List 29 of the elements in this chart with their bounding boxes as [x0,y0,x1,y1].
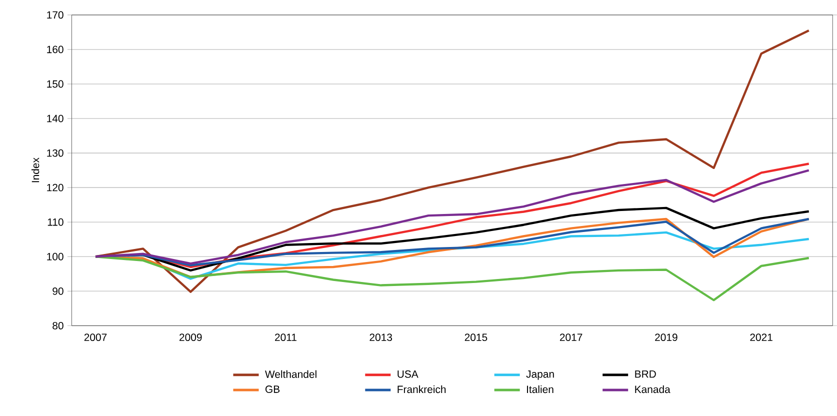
y-tick-label: 150 [47,80,64,88]
x-tick-label: 2019 [655,333,678,341]
x-tick-label: 2017 [560,333,582,341]
legend-label: Welthandel [265,370,316,378]
x-tick-label: 2021 [750,333,772,341]
y-tick-label: 130 [47,149,64,157]
legend-label: Japan [526,370,554,380]
line-series [94,255,810,302]
legend-label: BRD [635,370,656,378]
legend-label: Kanada [635,385,670,393]
y-tick-label: 170 [47,11,64,18]
y-tick-label: 110 [48,218,64,226]
y-axis-title: Index [31,157,40,182]
line-series [94,29,810,293]
x-tick-label: 2011 [275,333,296,341]
x-tick-label: 2007 [84,333,107,341]
y-tick-label: 160 [47,46,64,54]
y-tick-label: 90 [52,287,64,295]
x-tick-label: 2009 [180,333,202,341]
y-tick-label: 80 [52,322,64,330]
x-tick-label: 2015 [464,333,488,341]
legend-label: GB [265,385,280,393]
y-tick-label: 100 [47,252,64,260]
legend-label: Italien [527,385,554,393]
legend-label: Frankreich [398,385,446,393]
y-tick-label: 140 [47,114,64,122]
x-tick-label: 2013 [370,333,392,341]
y-tick-label: 120 [47,184,64,192]
legend-label: USA [398,370,418,378]
